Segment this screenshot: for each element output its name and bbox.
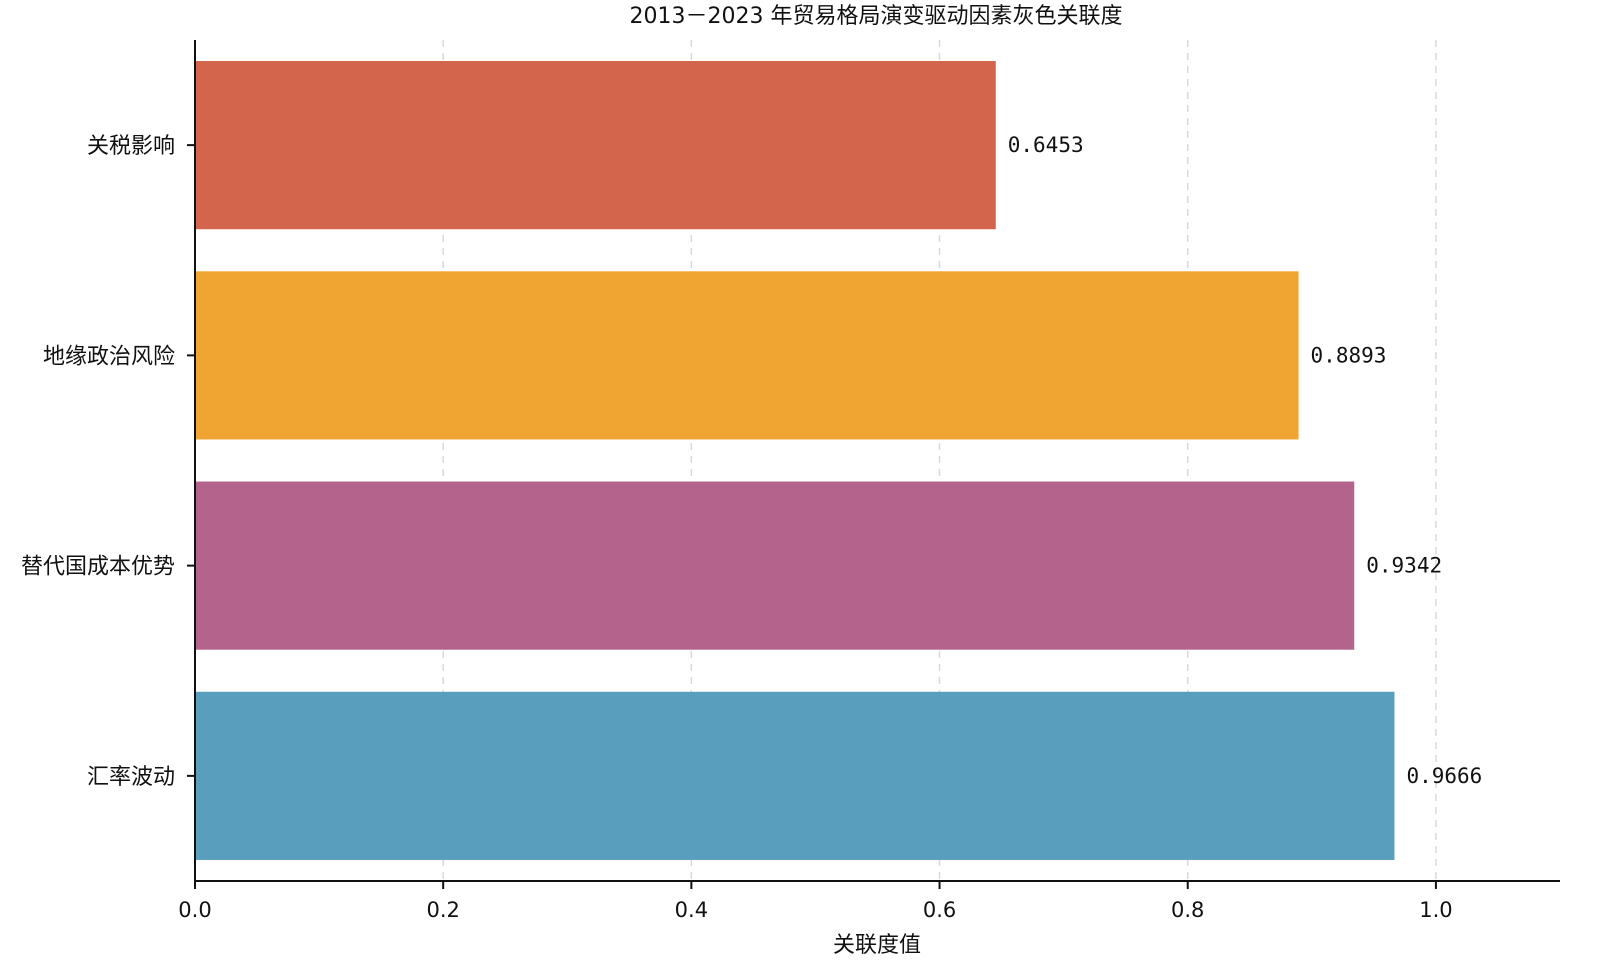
- y-tick-label: 关税影响: [87, 134, 175, 159]
- x-axis-title: 关联度值: [833, 933, 921, 958]
- x-tick-label: 0.8: [1171, 898, 1204, 922]
- x-tick-label: 0.6: [923, 898, 956, 922]
- x-tick-label: 0.2: [426, 898, 459, 922]
- grid-lines: [442, 40, 1437, 881]
- bar-value-label: 0.6453: [1008, 133, 1084, 157]
- y-tick-label: 替代国成本优势: [21, 555, 175, 580]
- bar-value-label: 0.8893: [1311, 343, 1387, 367]
- x-tick-label: 0.4: [675, 898, 708, 922]
- x-tick-label: 1.0: [1419, 898, 1452, 922]
- y-tick-label: 地缘政治风险: [43, 344, 175, 369]
- axes: [194, 40, 1560, 882]
- y-tick-label: 汇率波动: [87, 765, 175, 790]
- bar-value-label: 0.9666: [1406, 764, 1482, 788]
- bar: [195, 481, 1355, 650]
- bars-group: 0.6453 0.8893 0.9342 0.9666: [195, 61, 1482, 860]
- bar: [195, 691, 1395, 860]
- x-ticks: 0.0 0.2 0.4 0.6 0.8 1.0: [178, 881, 1453, 922]
- bar-value-label: 0.9342: [1366, 554, 1442, 578]
- x-tick-label: 0.0: [178, 898, 211, 922]
- bar: [195, 271, 1299, 440]
- bar: [195, 61, 996, 230]
- chart-title: 2013－2023 年贸易格局演变驱动因素灰色关联度: [630, 4, 1123, 29]
